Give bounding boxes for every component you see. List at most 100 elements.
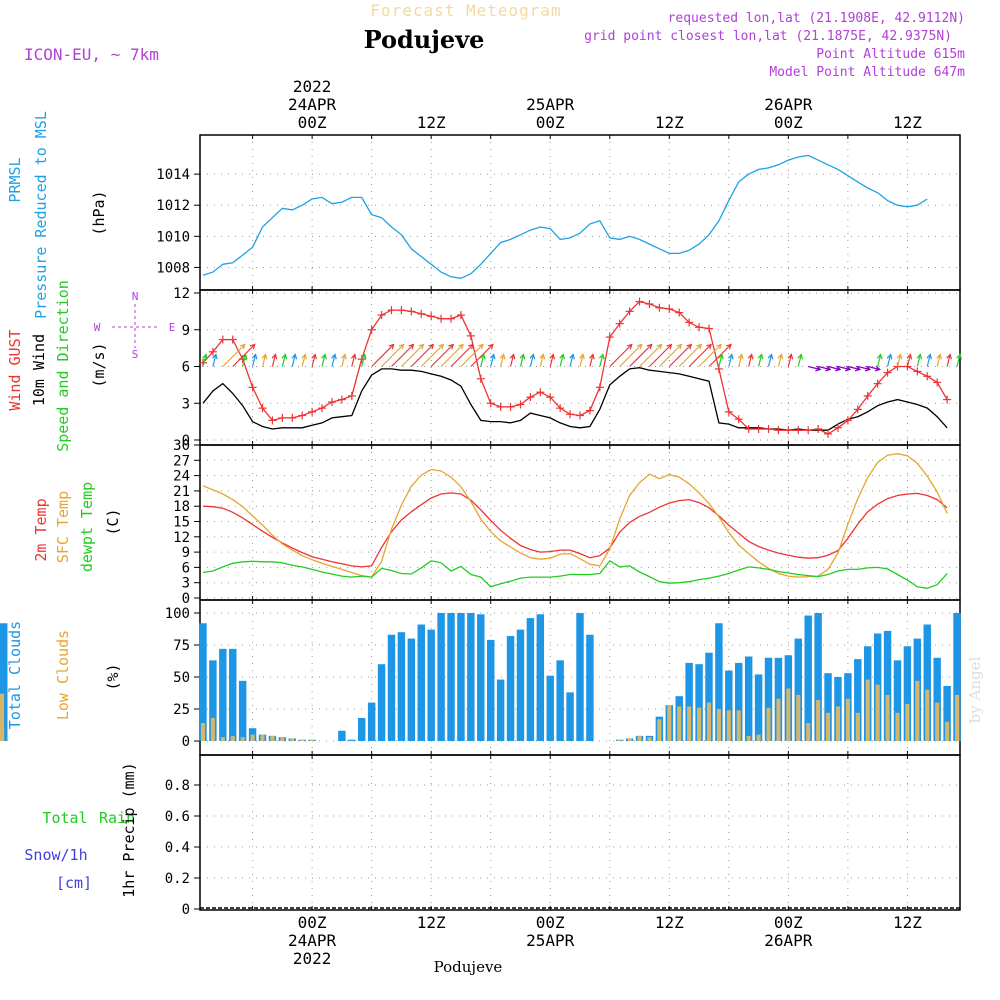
y-tick-label: 12 bbox=[173, 286, 190, 302]
wind-arrow bbox=[232, 344, 256, 367]
grid-point: grid point closest lon,lat (21.1875E, 42… bbox=[584, 29, 952, 44]
total-clouds-bar bbox=[358, 717, 366, 741]
wind-gust-marker bbox=[764, 424, 773, 433]
wind-gust-marker bbox=[566, 410, 575, 419]
wind-arrow bbox=[440, 344, 464, 367]
wind-arrow-head bbox=[646, 343, 653, 350]
total-clouds-bar bbox=[338, 730, 346, 741]
top-time-label: 00Z bbox=[536, 113, 565, 132]
y-tick-label: 9 bbox=[182, 545, 190, 561]
wind-arrow bbox=[261, 354, 267, 367]
wind-arrow bbox=[817, 365, 831, 371]
low-clouds-bar bbox=[935, 702, 940, 741]
y-tick-label: 0 bbox=[182, 591, 190, 607]
wind-gust-marker bbox=[417, 309, 426, 318]
y-tick-label: 25 bbox=[173, 702, 190, 718]
wind-gust-marker bbox=[933, 378, 942, 387]
total-clouds-bar bbox=[457, 613, 465, 741]
wind-arrow bbox=[480, 354, 485, 367]
total-clouds-bar bbox=[953, 613, 961, 741]
total-clouds-bar bbox=[715, 623, 723, 741]
total-clouds-bar bbox=[427, 629, 435, 741]
wind-arrow-head bbox=[261, 353, 268, 360]
wind-arrow-head bbox=[569, 353, 575, 360]
clouds-unit: (%) bbox=[104, 663, 122, 690]
bottom-time-label: 12Z bbox=[655, 913, 684, 932]
wind-arrow bbox=[361, 354, 366, 367]
model-altitude: Model Point Altitude 647m bbox=[769, 65, 965, 80]
wind-arrow-head bbox=[438, 343, 445, 350]
low-clouds-bar bbox=[835, 706, 841, 741]
y-tick-label: 21 bbox=[173, 484, 190, 500]
snow-label: Snow/1h bbox=[24, 846, 87, 864]
wind-arrow-head bbox=[686, 343, 693, 350]
wind-gust-marker bbox=[377, 311, 386, 320]
wind-arrow bbox=[410, 344, 434, 367]
total-clouds-bar bbox=[685, 662, 693, 741]
total-clouds-bar bbox=[397, 632, 406, 741]
wind-arrow-head bbox=[398, 343, 405, 350]
low-clouds-bar bbox=[290, 738, 295, 741]
wind-arrow-head bbox=[956, 353, 962, 360]
low-clouds-bar bbox=[796, 694, 801, 741]
temperature-dewpt-temp-line bbox=[202, 559, 948, 589]
wind-arrow-head bbox=[936, 353, 943, 360]
temp-unit: (C) bbox=[104, 508, 122, 535]
total-clouds-bar bbox=[883, 630, 892, 741]
wind-gust-marker bbox=[248, 383, 257, 392]
wind-arrow-head bbox=[874, 365, 881, 372]
wind-arrow bbox=[222, 344, 246, 367]
total-clouds-bar bbox=[348, 739, 356, 741]
top-time-label: 2022 bbox=[293, 77, 332, 96]
total-clouds-bar bbox=[576, 613, 584, 741]
wind-arrow-head bbox=[487, 343, 494, 350]
wind-arrow-head bbox=[696, 343, 703, 350]
low-clouds-bar bbox=[0, 693, 5, 741]
wind-arrow-head bbox=[549, 353, 556, 360]
wind-arrow-head bbox=[479, 353, 486, 360]
wind-arrow bbox=[916, 354, 921, 367]
wind-arrow-head bbox=[835, 365, 842, 372]
y-tick-label: 75 bbox=[173, 638, 190, 654]
wind-arrow bbox=[381, 344, 404, 367]
temp-dewpt-label: dewpt Temp bbox=[78, 482, 96, 572]
wind-gust-marker bbox=[447, 314, 456, 323]
wind-gust-marker bbox=[695, 323, 704, 332]
wind-arrow bbox=[450, 344, 474, 367]
wind-arrow bbox=[271, 354, 277, 367]
clouds-panel: 0 25 50 75 100 Total Clouds Low Clouds (%) bbox=[0, 599, 961, 756]
wind-arrow bbox=[252, 354, 257, 367]
y-tick-label: 0.8 bbox=[165, 778, 190, 794]
bottom-time-label: 26APR bbox=[764, 931, 813, 950]
top-time-label: 00Z bbox=[774, 113, 803, 132]
wind-arrow-head bbox=[844, 365, 852, 372]
wind-gust-marker bbox=[595, 383, 604, 392]
wind-arrow bbox=[539, 354, 544, 367]
total-clouds-bar bbox=[516, 629, 525, 741]
wind-arrow-head bbox=[291, 353, 298, 360]
wind-arrow bbox=[906, 354, 911, 367]
wind-arrow bbox=[787, 354, 792, 367]
wind-arrow-head bbox=[559, 353, 565, 360]
wind-arrow-head bbox=[428, 343, 435, 350]
wind-gust-marker bbox=[913, 367, 922, 376]
wind-arrow-head bbox=[202, 353, 208, 360]
y-tick-label: 18 bbox=[173, 499, 190, 515]
y-tick-label: 3 bbox=[182, 396, 190, 412]
total-clouds-bar bbox=[417, 624, 425, 741]
total-clouds-bar bbox=[794, 638, 802, 741]
low-clouds-bar bbox=[250, 734, 255, 741]
wind-gust-marker bbox=[724, 407, 733, 416]
panel-frame bbox=[199, 754, 961, 911]
total-clouds-bar bbox=[566, 692, 574, 741]
low-clouds-bar bbox=[657, 719, 662, 741]
wind-arrow bbox=[896, 354, 902, 367]
wind-gust-marker bbox=[476, 374, 485, 383]
pressure-prmsl-line bbox=[202, 154, 928, 279]
wind-arrow bbox=[867, 365, 880, 371]
wind-arrow bbox=[549, 354, 554, 367]
wind-gust-marker bbox=[605, 333, 614, 342]
wind-arrow-head bbox=[906, 353, 913, 360]
wind-arrow-head bbox=[311, 353, 317, 360]
